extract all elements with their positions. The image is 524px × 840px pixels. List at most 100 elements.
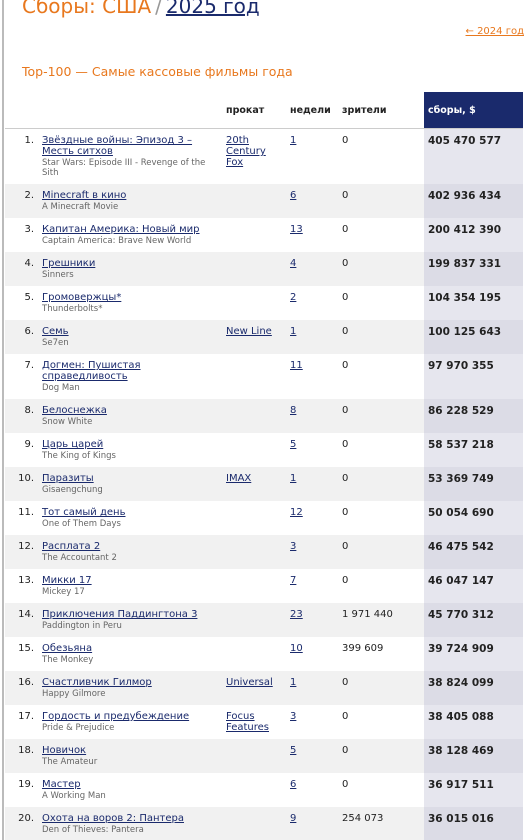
original-title: Se7en	[42, 338, 69, 348]
weeks-link[interactable]: 7	[290, 575, 297, 586]
title-cell: Микки 17 Mickey 17	[38, 569, 222, 603]
title-link[interactable]: Охота на воров 2: Пантера	[42, 813, 184, 824]
title-link[interactable]: Звёздные войны: Эпизод 3 – Месть ситхов	[42, 135, 193, 157]
weeks-cell: 9	[286, 807, 338, 840]
table-row: 6. Семь Se7en New Line 1 0 100 125 643	[5, 320, 523, 354]
distributor-cell	[222, 501, 286, 535]
weeks-link[interactable]: 5	[290, 745, 297, 756]
weeks-link[interactable]: 8	[290, 405, 297, 416]
title-link[interactable]: Тот самый день	[42, 507, 126, 518]
distributor-cell	[222, 739, 286, 773]
weeks-link[interactable]: 3	[290, 711, 297, 722]
title-link[interactable]: Счастливчик Гилмор	[42, 677, 152, 688]
table-row: 18. Новичок The Amateur 5 0 38 128 469	[5, 739, 523, 773]
title-link[interactable]: Капитан Америка: Новый мир	[42, 224, 200, 235]
viewers: 0	[342, 292, 349, 303]
weeks-link[interactable]: 23	[290, 609, 303, 620]
table-row: 13. Микки 17 Mickey 17 7 0 46 047 147	[5, 569, 523, 603]
rank: 13.	[18, 575, 34, 586]
distributor-link[interactable]: Focus Features	[226, 711, 269, 733]
title-link[interactable]: Мастер	[42, 779, 81, 790]
title-link[interactable]: Громовержцы*	[42, 292, 122, 303]
weeks-link[interactable]: 11	[290, 360, 303, 371]
distributor-cell	[222, 773, 286, 807]
title-link[interactable]: Грешники	[42, 258, 96, 269]
title-link[interactable]: Микки 17	[42, 575, 92, 586]
table-row: 3. Капитан Америка: Новый мир Captain Amer…	[5, 218, 523, 252]
weeks-link[interactable]: 12	[290, 507, 303, 518]
header-cell: недели	[286, 92, 338, 129]
header-cell	[5, 92, 38, 129]
weeks-link[interactable]: 9	[290, 813, 297, 824]
title-link[interactable]: Царь царей	[42, 439, 104, 450]
title-link[interactable]: Новичок	[42, 745, 87, 756]
weeks-cell: 4	[286, 252, 338, 286]
weeks-link[interactable]: 13	[290, 224, 303, 235]
weeks-cell: 12	[286, 501, 338, 535]
weeks-link[interactable]: 4	[290, 258, 297, 269]
rank: 19.	[18, 779, 34, 790]
title-link[interactable]: Догмен: Пушистая справедливость	[42, 360, 141, 382]
weeks-link[interactable]: 1	[290, 326, 297, 337]
original-title: Mickey 17	[42, 587, 85, 597]
prev-year-text[interactable]: ← 2024 год	[465, 26, 524, 37]
distributor-cell: Focus Features	[222, 705, 286, 739]
gross: 38 128 469	[424, 739, 523, 773]
prev-year-link[interactable]: ← 2024 год	[466, 26, 524, 37]
rank: 10.	[5, 467, 38, 501]
weeks-cell: 2	[286, 286, 338, 320]
weeks-link[interactable]: 3	[290, 541, 297, 552]
weeks-link[interactable]: 1	[290, 677, 297, 688]
distributor-cell	[222, 218, 286, 252]
title-link[interactable]: Семь	[42, 326, 69, 337]
weeks-link[interactable]: 5	[290, 439, 297, 450]
header-cell: сборы, $	[424, 92, 523, 129]
original-title: Captain America: Brave New World	[42, 236, 192, 246]
distributor-link[interactable]: Universal	[226, 677, 273, 688]
original-title: The King of Kings	[42, 451, 116, 461]
title-cell: Приключения Паддингтона 3 Paddington in P…	[38, 603, 222, 637]
weeks-cell: 1	[286, 320, 338, 354]
title-link[interactable]: Гордость и предубеждение	[42, 711, 190, 722]
table-row: 1. Звёздные войны: Эпизод 3 – Месть ситхо…	[5, 128, 523, 185]
weeks-link[interactable]: 1	[290, 135, 297, 146]
title-link[interactable]: Обезьяна	[42, 643, 93, 654]
weeks-link[interactable]: 10	[290, 643, 303, 654]
weeks-cell: 1	[286, 129, 338, 185]
title-link[interactable]: Паразиты	[42, 473, 94, 484]
box-office-table: прокат недели зрители сборы, $ 1. Звёздные в…	[5, 92, 523, 840]
title-cell: Догмен: Пушистая справедливость Dog Man	[38, 354, 222, 399]
weeks-link[interactable]: 6	[290, 190, 297, 201]
weeks-link[interactable]: 6	[290, 779, 297, 790]
distributor-link[interactable]: IMAX	[226, 473, 252, 484]
rank: 16.	[5, 671, 38, 705]
gross: 38 405 088	[424, 705, 523, 739]
table-row: 8. Белоснежка Snow White 8 0 86 228 529	[5, 399, 523, 433]
table-row: 2. Minecraft в кино A Minecraft Movie 6 0 402…	[5, 184, 523, 218]
distributor-cell	[222, 603, 286, 637]
title-cell: Новичок The Amateur	[38, 739, 222, 773]
header-row: прокат недели зрители сборы, $	[5, 92, 523, 129]
title-link[interactable]: Приключения Паддингтона 3	[42, 609, 198, 620]
subtitle: Top-100 — Самые кассовые фильмы года	[22, 64, 293, 79]
distributor-cell: 20th Century Fox	[222, 129, 286, 185]
distributor-link[interactable]: 20th Century Fox	[226, 135, 266, 168]
title-cell: Грешники Sinners	[38, 252, 222, 286]
distributor-cell	[222, 433, 286, 467]
distributor-cell: New Line	[222, 320, 286, 354]
gross: 36 917 511	[424, 773, 523, 807]
table-row: 12. Расплата 2 The Accountant 2 3 0 46 475 54…	[5, 535, 523, 569]
gross: 200 412 390	[424, 218, 523, 252]
section-title: Сборы: США	[22, 0, 152, 18]
title-link[interactable]: Minecraft в кино	[42, 190, 127, 201]
weeks-link[interactable]: 1	[290, 473, 297, 484]
distributor-cell	[222, 535, 286, 569]
title-link[interactable]: Белоснежка	[42, 405, 107, 416]
title-cell: Тот самый день One of Them Days	[38, 501, 222, 535]
distributor-link[interactable]: New Line	[226, 326, 272, 337]
original-title: Happy Gilmore	[42, 689, 106, 699]
gross: 58 537 218	[424, 433, 523, 467]
weeks-cell: 1	[286, 467, 338, 501]
title-link[interactable]: Расплата 2	[42, 541, 101, 552]
weeks-link[interactable]: 2	[290, 292, 297, 303]
